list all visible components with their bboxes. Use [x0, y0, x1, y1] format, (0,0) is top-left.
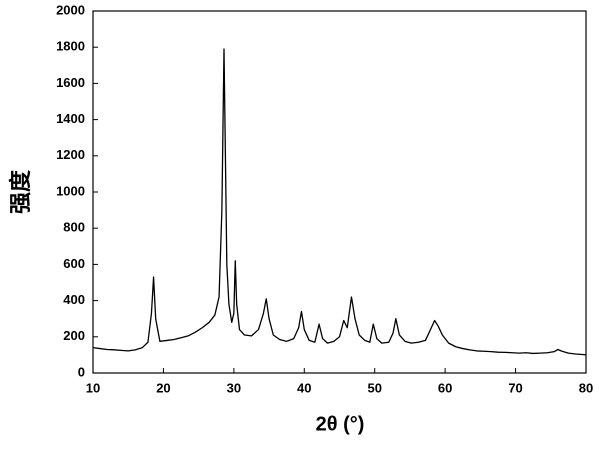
y-tick-label: 1800	[56, 39, 85, 54]
y-tick-label: 200	[63, 328, 85, 343]
y-tick-label: 1600	[56, 75, 85, 90]
y-tick-label: 1000	[56, 183, 85, 198]
x-tick-label: 40	[297, 380, 311, 395]
x-tick-label: 20	[156, 380, 170, 395]
x-tick-label: 60	[438, 380, 452, 395]
x-tick-label: 80	[579, 380, 593, 395]
x-axis-label: 2θ (°)	[316, 413, 365, 435]
plot-frame	[92, 10, 587, 374]
x-tick-label: 50	[367, 380, 381, 395]
y-tick-label: 400	[63, 292, 85, 307]
data-line	[92, 48, 587, 356]
x-tick-label: 70	[508, 380, 522, 395]
y-tick-label: 2000	[56, 2, 85, 17]
x-tick-label: 10	[86, 380, 100, 395]
y-tick-label: 1400	[56, 111, 85, 126]
y-tick-label: 0	[78, 364, 85, 379]
y-tick-label: 1200	[56, 147, 85, 162]
x-tick-label: 30	[227, 380, 241, 395]
y-tick-label: 600	[63, 256, 85, 271]
y-tick-label: 800	[63, 220, 85, 235]
y-axis-label: 强度	[8, 169, 34, 214]
